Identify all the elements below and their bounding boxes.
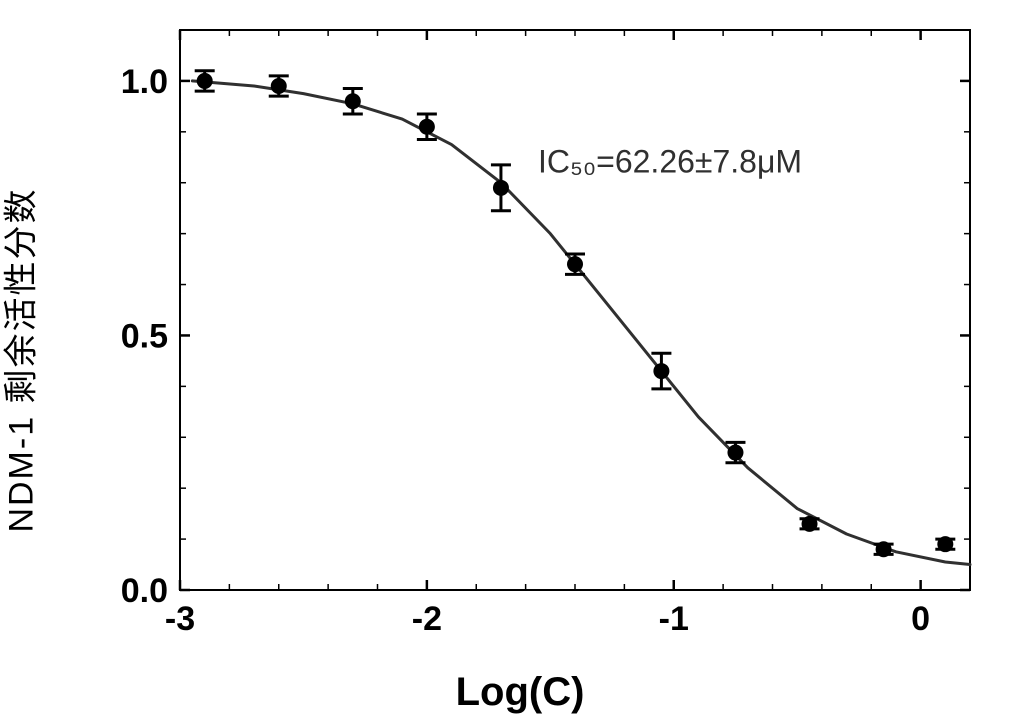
data-point: [567, 256, 583, 272]
data-point: [197, 73, 213, 89]
y-tick-label: 1.0: [121, 63, 168, 101]
data-point: [802, 516, 818, 532]
x-tick-label: -3: [165, 600, 195, 638]
x-tick-label: -2: [412, 600, 442, 638]
data-point: [493, 180, 509, 196]
data-point: [876, 541, 892, 557]
data-point: [419, 119, 435, 135]
y-axis-label: NDM-1 剩余活性分数: [0, 187, 43, 532]
plot-frame: [180, 30, 970, 590]
ic50-annotation: IC₅₀=62.26±7.8μM: [538, 144, 802, 180]
x-axis-label: Log(C): [456, 670, 585, 715]
y-tick-label: 0.5: [121, 317, 168, 355]
data-point: [345, 93, 361, 109]
x-tick-label: -1: [659, 600, 689, 638]
data-point: [653, 363, 669, 379]
data-point: [271, 78, 287, 94]
y-tick-label: 0.0: [121, 572, 168, 610]
data-point: [727, 445, 743, 461]
x-tick-label: 0: [911, 600, 930, 638]
data-point: [937, 536, 953, 552]
chart-svg: -3 -2 -1 0 0.0 0.5 1.0 IC₅₀=62.26±7.8μM: [60, 10, 1000, 660]
